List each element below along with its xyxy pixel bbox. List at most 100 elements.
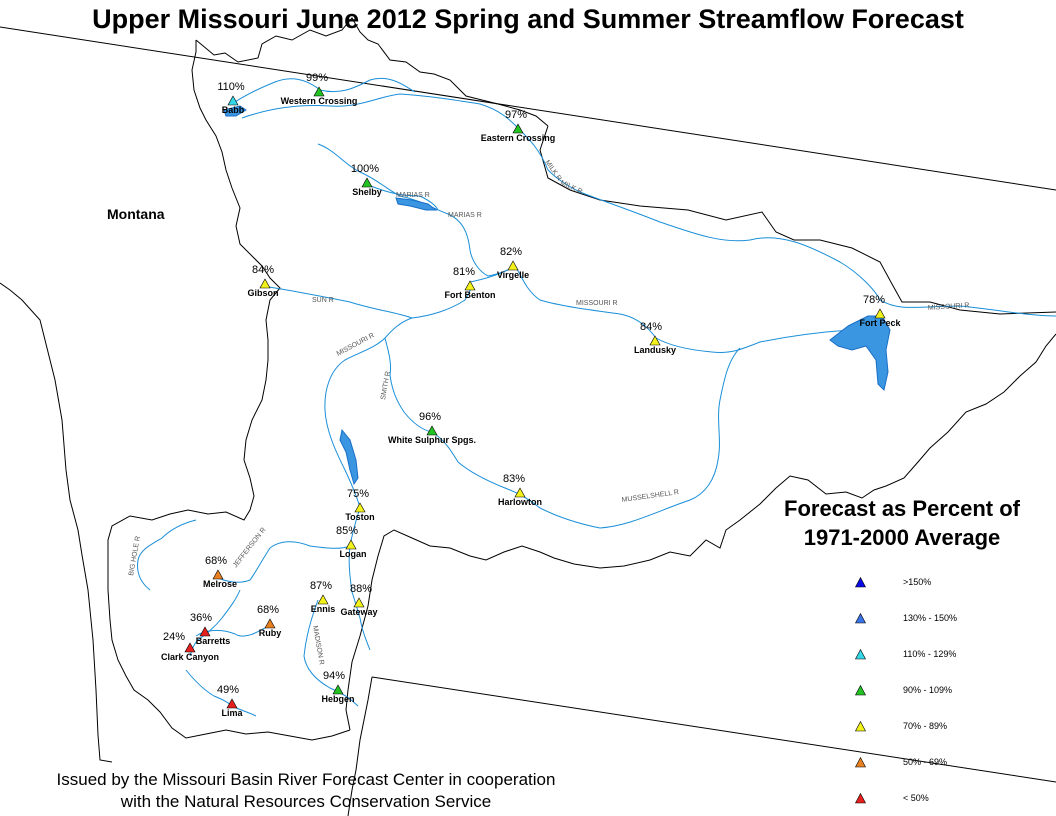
station-percent: 87% bbox=[310, 580, 332, 592]
station-clark-canyon: 24% Clark Canyon bbox=[161, 631, 219, 662]
station-percent: 100% bbox=[351, 163, 379, 175]
river-label-jefferson: JEFFERSON R bbox=[232, 527, 267, 570]
river-label-marias-lower: MARIAS R bbox=[448, 212, 482, 219]
station-name: Landusky bbox=[634, 345, 676, 355]
station-name: Toston bbox=[345, 512, 374, 522]
station-percent: 99% bbox=[306, 72, 328, 84]
station-percent: 36% bbox=[190, 612, 212, 624]
station-white-sulphur-spgs: 96% White Sulphur Spgs. bbox=[388, 411, 476, 445]
legend-triangle-icon bbox=[855, 576, 866, 587]
station-name: Western Crossing bbox=[281, 96, 358, 106]
rivers bbox=[137, 78, 1056, 717]
station-percent: 75% bbox=[347, 488, 369, 500]
station-hebgen: 94% Hebgen bbox=[321, 670, 354, 704]
station-marker-icon bbox=[507, 260, 519, 271]
legend-title-line1: Forecast as Percent of bbox=[784, 496, 1020, 521]
station-name: Ruby bbox=[259, 628, 282, 638]
station-name: Harlowton bbox=[498, 497, 542, 507]
station-marker-icon bbox=[426, 425, 438, 436]
station-eastern-crossing: 97% Eastern Crossing bbox=[481, 109, 556, 143]
legend-triangle-icon bbox=[855, 612, 866, 623]
station-name: Barretts bbox=[196, 636, 231, 646]
station-barretts: 36% Barretts bbox=[190, 612, 230, 646]
legend-label: 130% - 150% bbox=[903, 613, 958, 623]
river-label-marias-upper: MARIAS R bbox=[396, 192, 430, 199]
legend-label: 50% - 69% bbox=[903, 757, 948, 767]
river-label-madison: MADISON R bbox=[311, 625, 325, 665]
legend-triangle-icon bbox=[855, 756, 866, 767]
legend-label: 110% - 129% bbox=[903, 649, 957, 659]
station-marker-icon bbox=[361, 177, 373, 188]
station-fort-benton: 81% Fort Benton bbox=[445, 266, 496, 300]
station-marker-icon bbox=[212, 569, 224, 580]
station-melrose: 68% Melrose bbox=[203, 555, 237, 589]
station-marker-icon bbox=[199, 626, 211, 637]
station-logan: 85% Logan bbox=[336, 525, 367, 559]
station-name: Clark Canyon bbox=[161, 652, 219, 662]
river-label-sun: SUN R bbox=[312, 297, 334, 304]
station-marker-icon bbox=[874, 308, 886, 319]
legend-label: >150% bbox=[903, 577, 932, 587]
river-label-musselshell: MUSSELSHELL R bbox=[621, 489, 679, 504]
station-gibson: 84% Gibson bbox=[248, 264, 279, 298]
legend-label: 90% - 109% bbox=[903, 685, 953, 695]
station-name: Gateway bbox=[340, 607, 377, 617]
station-marker-icon bbox=[227, 95, 239, 106]
station-percent: 84% bbox=[252, 264, 274, 276]
station-landusky: 84% Landusky bbox=[634, 321, 676, 355]
station-percent: 94% bbox=[323, 670, 345, 682]
station-percent: 97% bbox=[505, 109, 527, 121]
station-marker-icon bbox=[345, 539, 357, 550]
station-percent: 82% bbox=[500, 246, 522, 258]
station-percent: 68% bbox=[205, 555, 227, 567]
station-gateway: 88% Gateway bbox=[340, 583, 377, 617]
legend-triangle-icon bbox=[855, 684, 866, 695]
station-name: Fort Peck bbox=[859, 318, 901, 328]
state-label-montana: Montana bbox=[107, 206, 165, 222]
station-virgelle: 82% Virgelle bbox=[497, 246, 529, 280]
station-marker-icon bbox=[332, 684, 344, 695]
station-marker-icon bbox=[226, 698, 238, 709]
station-ruby: 68% Ruby bbox=[257, 604, 281, 638]
station-marker-icon bbox=[649, 335, 661, 346]
station-fort-peck: 78% Fort Peck bbox=[859, 294, 901, 328]
legend-item-110-129: 110% - 129% bbox=[855, 646, 956, 662]
station-percent: 110% bbox=[217, 81, 245, 93]
station-percent: 96% bbox=[419, 411, 441, 423]
station-western-crossing: 99% Western Crossing bbox=[281, 72, 358, 106]
basin-boundary bbox=[107, 17, 1056, 741]
station-name: Melrose bbox=[203, 579, 237, 589]
station-percent: 84% bbox=[640, 321, 662, 333]
station-name: Babb bbox=[222, 105, 245, 115]
reservoirs bbox=[223, 105, 891, 486]
river-label-smith: SMITH R bbox=[380, 371, 392, 401]
station-name: Shelby bbox=[352, 187, 382, 197]
legend-label: < 50% bbox=[903, 793, 929, 803]
station-toston: 75% Toston bbox=[345, 488, 374, 522]
station-babb: 110% Babb bbox=[217, 81, 245, 115]
station-marker-icon bbox=[512, 123, 524, 134]
station-marker-icon bbox=[313, 86, 325, 97]
station-shelby: 100% Shelby bbox=[351, 163, 382, 197]
station-marker-icon bbox=[354, 502, 366, 513]
station-name: Gibson bbox=[248, 288, 279, 298]
issued-by-note: Issued by the Missouri Basin River Forec… bbox=[0, 769, 612, 813]
legend-item-50-69: 50% - 69% bbox=[855, 754, 947, 770]
station-harlowton: 83% Harlowton bbox=[498, 473, 542, 507]
station-marker-icon bbox=[464, 280, 476, 291]
station-percent: 81% bbox=[453, 266, 475, 278]
legend-triangle-icon bbox=[855, 792, 866, 803]
river-label-missouri-middle: MISSOURI R bbox=[576, 300, 618, 307]
station-marker-icon bbox=[184, 642, 196, 653]
station-marker-icon bbox=[514, 487, 526, 498]
issued-line1: Issued by the Missouri Basin River Forec… bbox=[56, 770, 556, 789]
station-name: Fort Benton bbox=[445, 290, 496, 300]
legend-item-under-50: < 50% bbox=[855, 790, 929, 806]
station-percent: 85% bbox=[336, 525, 358, 537]
station-percent: 68% bbox=[257, 604, 279, 616]
station-percent: 88% bbox=[350, 583, 372, 595]
station-marker-icon bbox=[353, 597, 365, 608]
station-name: Hebgen bbox=[321, 694, 354, 704]
legend-title: Forecast as Percent of 1971-2000 Average bbox=[752, 494, 1052, 552]
station-ennis: 87% Ennis bbox=[310, 580, 335, 614]
